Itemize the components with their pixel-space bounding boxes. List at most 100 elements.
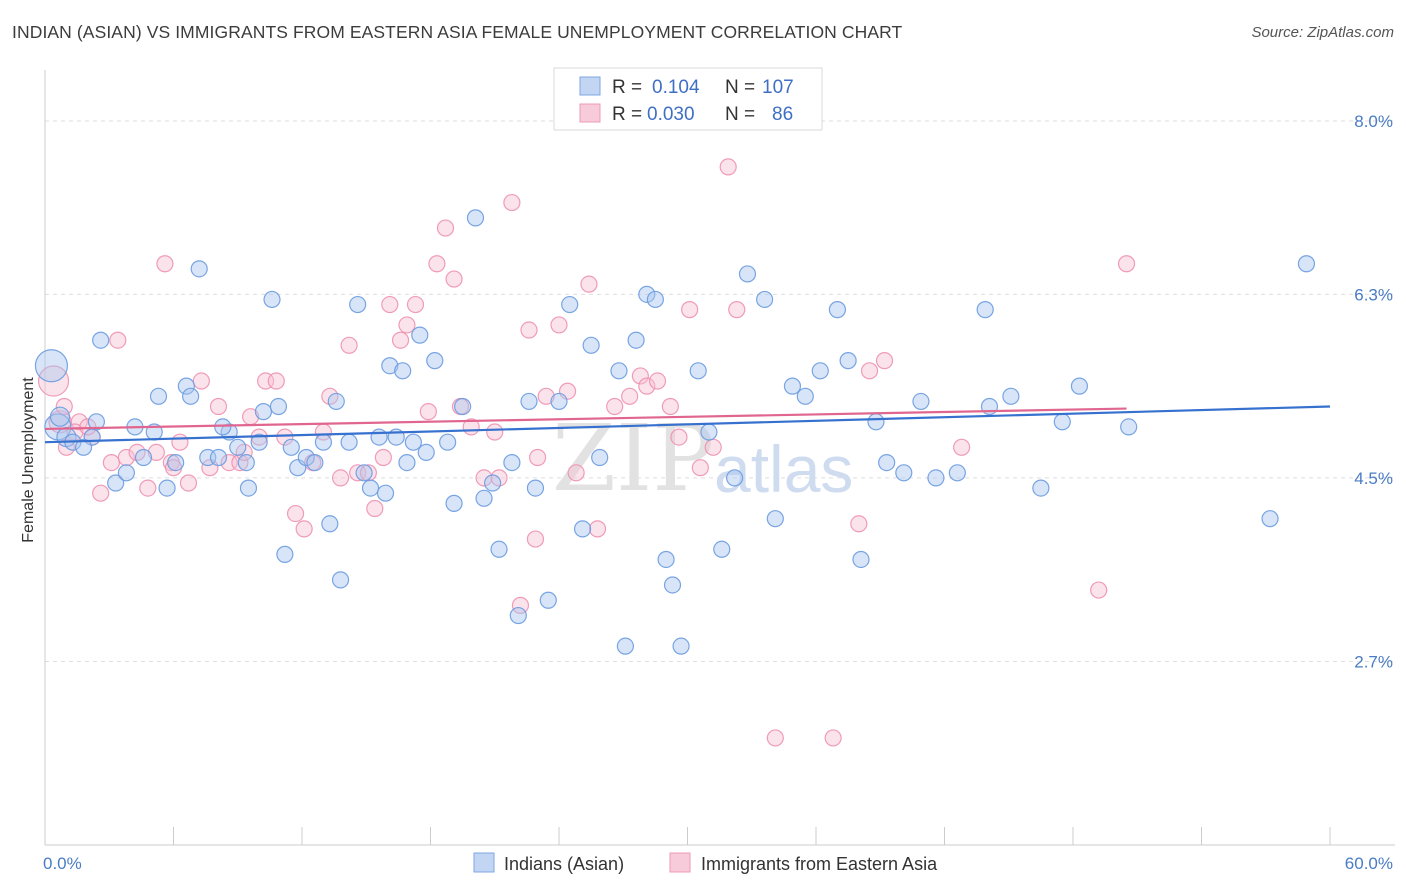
indians-asian-point (314, 433, 333, 451)
indians-asian-point (852, 550, 870, 569)
indians-asian-point (839, 352, 857, 370)
indians-asian-point (610, 362, 628, 380)
indians-asian-point (394, 362, 412, 380)
immigrants-eastern-asia-point (436, 219, 455, 237)
immigrants-eastern-asia-point (850, 515, 868, 533)
immigrants-eastern-asia-point (139, 479, 157, 497)
legend-n-value-blue: 107 (762, 77, 794, 98)
indians-asian-point (867, 413, 885, 431)
indians-asian-point (331, 571, 350, 589)
immigrants-eastern-asia-point (486, 423, 504, 441)
immigrants-eastern-asia-point (406, 295, 425, 314)
legend-swatch-immigrants-eastern-asia (669, 852, 691, 873)
immigrants-eastern-asia-point (171, 433, 189, 451)
trend-line-indians-asian (44, 405, 1331, 444)
immigrants-eastern-asia-point (295, 520, 313, 538)
immigrants-eastern-asia-point (875, 352, 894, 370)
trend-lines (44, 405, 1331, 444)
immigrants-eastern-asia-point (147, 443, 165, 462)
legend-r-value-blue: 0.104 (652, 77, 700, 98)
indians-asian-point (117, 464, 135, 482)
indians-asian-point (663, 576, 682, 594)
immigrants-eastern-asia-point (503, 193, 521, 212)
y-tick-label-1: 4.5% (1354, 469, 1393, 488)
indians-asian-point (520, 392, 538, 411)
indians-asian-point (439, 433, 457, 451)
immigrants-eastern-asia-point (588, 520, 607, 538)
immigrants-eastern-asia-point (766, 729, 784, 747)
indians-asian-point (340, 433, 358, 451)
immigrants-eastern-asia-point (381, 295, 399, 314)
immigrants-eastern-asia-point (550, 316, 568, 334)
x-tick-label-0: 0.0% (43, 854, 82, 873)
x-tick-labels: 0.0% 60.0% (43, 854, 1393, 873)
indians-asian-point (503, 453, 521, 472)
indians-asian-point (74, 438, 93, 456)
indians-asian-point (454, 397, 472, 416)
indians-asian-point (263, 290, 281, 309)
indians-asian-point (828, 301, 847, 319)
indians-asian-point (657, 550, 675, 569)
indians-asian-point (361, 479, 380, 497)
indians-asian-point (321, 515, 339, 533)
indians-asian-point (250, 433, 268, 451)
legend-r-label-blue: R = (612, 77, 642, 98)
legend-n-label-pink: N = (725, 104, 755, 125)
indians-asian-point (426, 352, 444, 370)
indians-asian-point (475, 489, 493, 507)
indians-asian-point (627, 331, 645, 349)
legend-n-value-pink: 86 (772, 104, 793, 125)
immigrants-eastern-asia-point (528, 448, 547, 467)
immigrants-eastern-asia-point (621, 387, 639, 405)
immigrants-eastern-asia-point (366, 499, 384, 518)
indians-asian-point (976, 301, 994, 319)
indians-asian-point (297, 448, 315, 467)
immigrants-eastern-asia-point (1117, 255, 1136, 273)
immigrants-eastern-asia-point (520, 321, 538, 339)
series-legend: Indians (Asian) Immigrants from Eastern … (473, 852, 938, 874)
immigrants-eastern-asia-point (92, 484, 110, 502)
indians-asian-point (616, 637, 634, 655)
axes (44, 70, 1395, 846)
indians-asian-point (672, 637, 690, 655)
indians-asian-point (229, 438, 247, 456)
indians-asian-point (107, 474, 125, 492)
indians-asian-point (539, 591, 557, 609)
indians-asian-point (306, 453, 324, 472)
immigrants-eastern-asia-point (102, 453, 120, 472)
immigrants-eastern-asia-point (661, 397, 679, 416)
immigrants-eastern-asia-point (276, 428, 294, 446)
indians-asian-point (582, 336, 600, 354)
indians-asian-point (895, 464, 913, 482)
immigrants-eastern-asia-point (860, 362, 879, 380)
immigrants-eastern-asia-point (953, 438, 971, 456)
legend-n-label-blue: N = (725, 77, 755, 98)
immigrants-eastern-asia-point (209, 397, 228, 416)
indians-asian-point (689, 362, 707, 380)
indians-asian-point (1120, 418, 1138, 436)
immigrants-eastern-asia-point (704, 438, 722, 456)
indians-asian-point (591, 448, 609, 467)
legend-label-indians-asian: Indians (Asian) (504, 854, 624, 874)
indians-asian-point (149, 387, 168, 405)
x-tick-label-1: 60.0% (1345, 854, 1393, 873)
immigrants-eastern-asia-point (638, 377, 656, 395)
indians-asian-point (738, 265, 757, 283)
indians-asian-point (158, 479, 176, 497)
immigrants-eastern-asia-point (670, 428, 688, 446)
indians-asian-point (573, 520, 592, 538)
immigrants-eastern-asia-point (567, 464, 585, 482)
grid-lines (45, 120, 1395, 662)
legend-r-value-pink: 0.030 (647, 104, 695, 125)
indians-asian-point (276, 545, 294, 563)
indians-asian-point (269, 397, 288, 416)
indians-asian-point (466, 209, 485, 227)
indians-asian-point (1053, 413, 1071, 431)
indians-asian-point (490, 540, 508, 558)
indians-asian-point (134, 448, 153, 467)
indians-asian-point (381, 357, 399, 375)
immigrants-eastern-asia-point (526, 530, 545, 548)
immigrants-eastern-asia-point (631, 367, 649, 385)
indians-asian-point (912, 392, 930, 411)
indians-asian-point (713, 540, 731, 558)
